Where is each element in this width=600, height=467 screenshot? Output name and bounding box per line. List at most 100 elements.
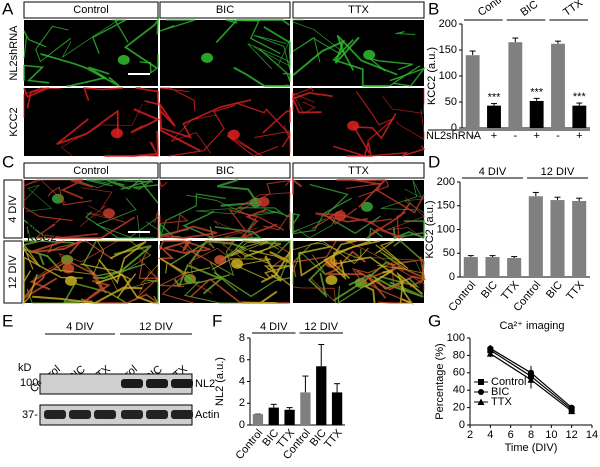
neurite — [368, 57, 413, 72]
neurite — [60, 179, 94, 200]
neurite — [292, 242, 362, 263]
y-axis-label: NL2 (a.u.) — [214, 357, 226, 406]
band — [146, 410, 168, 419]
column-header: BIC — [216, 165, 234, 177]
neurite — [215, 19, 290, 43]
legend-marker — [477, 398, 485, 405]
bar — [284, 409, 295, 425]
x-tick-label: + — [491, 130, 497, 142]
bar — [268, 407, 279, 425]
neurite — [33, 240, 118, 280]
row-label: NL2shRNA — [8, 25, 20, 81]
panel-letter: D — [428, 152, 440, 171]
neurite — [395, 108, 425, 141]
x-tick-label: 6 — [508, 429, 514, 441]
x-tick-label: 14 — [586, 429, 598, 441]
neurite — [238, 207, 291, 218]
chart-title: Ca²⁺ imaging — [499, 320, 564, 332]
bar — [300, 392, 311, 425]
row-label: KCC2 — [8, 107, 20, 136]
panel-letter: C — [2, 152, 14, 171]
micrograph — [293, 20, 424, 86]
group-label: BIC — [519, 0, 541, 19]
stain-label: MAP2 — [27, 221, 57, 233]
neurite — [170, 114, 217, 154]
soma — [227, 129, 240, 140]
x-tick-label: + — [533, 130, 539, 142]
legend-marker — [478, 389, 484, 395]
x-tick-label: Control — [446, 279, 478, 314]
neurite — [61, 19, 120, 58]
neurite — [23, 219, 49, 239]
y-tick-label: 200 — [439, 18, 457, 30]
band — [94, 410, 116, 419]
neurite — [355, 91, 395, 142]
bar — [463, 257, 478, 277]
neurite — [47, 186, 92, 206]
x-tick-label: + — [576, 130, 582, 142]
soma — [334, 210, 347, 221]
column-header-box — [159, 162, 291, 179]
neurite — [153, 210, 159, 238]
neurite — [159, 257, 211, 274]
bar — [572, 105, 587, 128]
neurite — [208, 240, 235, 277]
neurite — [235, 240, 277, 264]
neurite — [120, 179, 159, 190]
neurite — [254, 125, 291, 154]
neurite — [292, 240, 337, 278]
neurite — [95, 273, 158, 304]
marker — [568, 407, 576, 415]
x-tick-label: Control — [233, 427, 265, 462]
neurite — [159, 271, 194, 304]
column-header-box — [23, 1, 159, 19]
neurite — [40, 52, 120, 87]
y-tick-label: 80 — [453, 349, 465, 361]
y-tick-label: 100 — [439, 70, 457, 82]
column-header: TTX — [348, 4, 369, 16]
neurite — [58, 216, 136, 239]
neurite — [263, 211, 291, 231]
y-tick-label: 4 — [239, 375, 245, 387]
column-header-box — [292, 1, 425, 19]
marker-label: 37- — [22, 409, 38, 421]
neurite — [189, 278, 290, 304]
neurite — [135, 87, 159, 106]
group-label: 4 DIV — [260, 321, 288, 333]
row-label: 4 DIV — [7, 195, 19, 223]
x-tick-label: 10 — [545, 429, 557, 441]
neurite — [146, 279, 159, 306]
y-tick-label: 100 — [437, 223, 455, 235]
row-label-box — [3, 179, 23, 239]
neurite — [159, 240, 211, 253]
row-label: 12 DIV — [7, 255, 19, 289]
band — [171, 379, 193, 388]
y-axis-label: Percentage (%) — [434, 343, 446, 419]
neurite — [291, 91, 333, 114]
soma — [325, 275, 338, 286]
neurite — [395, 31, 416, 35]
neurite — [158, 101, 201, 152]
neurite — [23, 274, 38, 306]
neurite — [345, 179, 389, 198]
neurite — [355, 270, 427, 291]
significance: *** — [488, 91, 502, 103]
neurite — [240, 209, 278, 239]
panel-letter: B — [428, 0, 439, 18]
neurite — [235, 102, 291, 148]
soma — [110, 128, 123, 139]
x-tick-label: 4 — [487, 429, 493, 441]
neurite — [260, 248, 291, 284]
y-tick-label: 100 — [447, 332, 465, 344]
panel-letter: F — [212, 311, 222, 330]
x-tick-label: BIC — [479, 279, 500, 301]
neurite — [253, 34, 291, 71]
neurite — [203, 240, 242, 258]
neurite — [104, 130, 159, 157]
neurite — [230, 240, 269, 257]
neurite — [263, 26, 291, 55]
neurite — [130, 108, 161, 134]
neurite — [32, 286, 143, 305]
neurite — [292, 240, 369, 265]
neurite — [92, 244, 152, 280]
